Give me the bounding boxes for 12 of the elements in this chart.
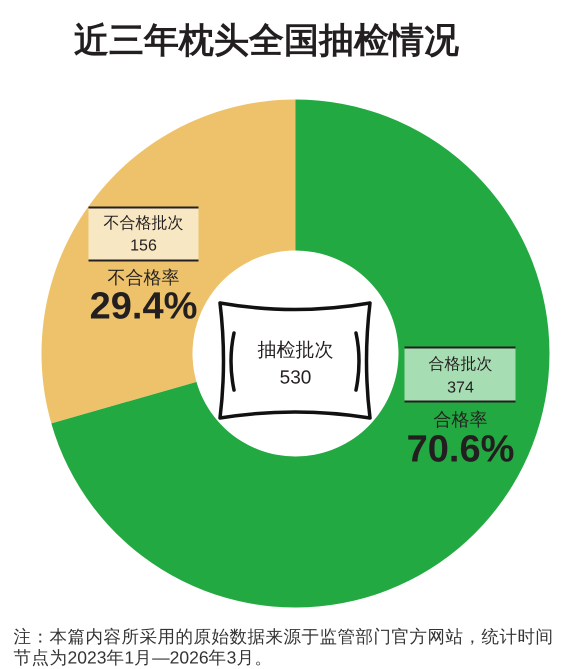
slice-label: 不合格批次: [104, 214, 184, 232]
data-label: 156: [130, 238, 157, 254]
text: 不合格率: [108, 268, 180, 288]
text: 530: [280, 368, 312, 388]
data-label: 374: [447, 380, 474, 396]
text: 注：本篇内容所采用的原始数据来源于监管部门官方网站，统计时间节点为2023年1月—2026年3月。: [14, 626, 554, 668]
chart-title: 近三年枕头全国抽检情况: [74, 21, 459, 60]
text: 70.6%: [406, 428, 514, 470]
text: 抽检批次: [258, 340, 334, 361]
slice-label: 合格批次: [428, 355, 492, 373]
text: 合格率: [434, 410, 488, 430]
text: 29.4%: [90, 286, 198, 328]
